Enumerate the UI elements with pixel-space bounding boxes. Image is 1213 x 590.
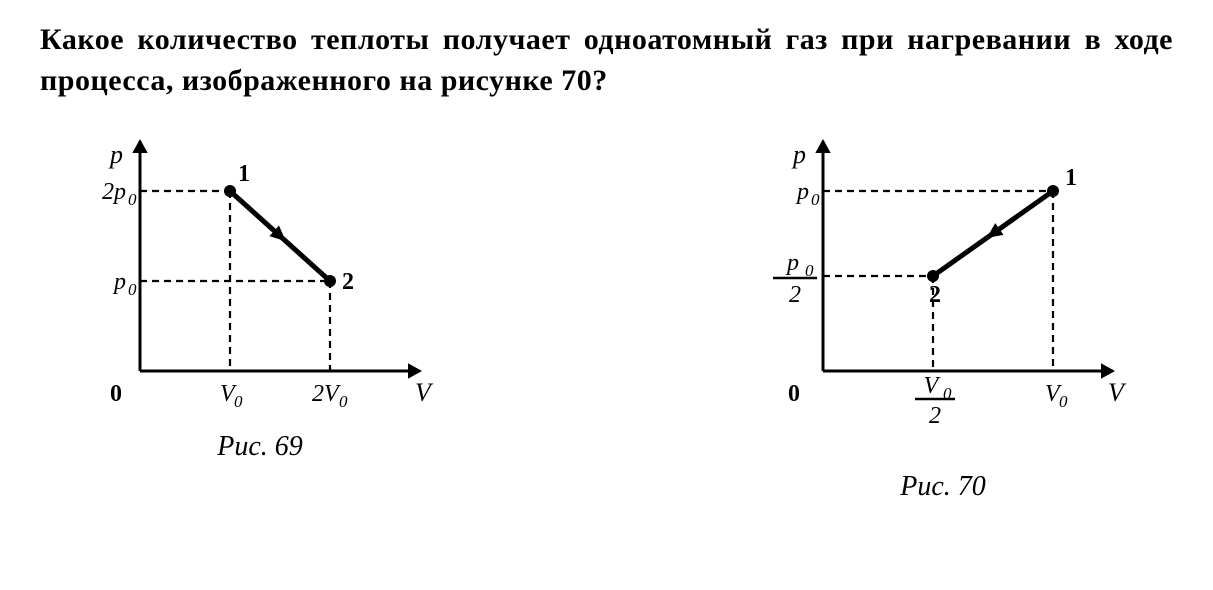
svg-text:0: 0 xyxy=(811,190,820,209)
svg-text:V: V xyxy=(415,378,434,407)
svg-text:0: 0 xyxy=(110,381,122,407)
svg-text:0: 0 xyxy=(128,190,137,209)
svg-text:V: V xyxy=(1108,378,1127,407)
svg-text:0: 0 xyxy=(128,280,137,299)
svg-text:2p: 2p xyxy=(102,179,126,205)
chart-70: pV012p0p02V02V0 xyxy=(733,121,1153,461)
svg-text:2: 2 xyxy=(929,282,941,308)
chart-69: pV0122p0p0V02V0 xyxy=(60,121,460,421)
svg-text:0: 0 xyxy=(234,392,243,411)
question-text: Какое количество теплоты получает одноат… xyxy=(40,20,1173,101)
figure-69: pV0122p0p0V02V0 Рис. 69 xyxy=(60,121,460,463)
svg-text:p: p xyxy=(112,269,126,295)
svg-text:p: p xyxy=(791,140,806,169)
svg-text:2: 2 xyxy=(789,282,801,308)
svg-text:1: 1 xyxy=(238,161,250,187)
figures-row: pV0122p0p0V02V0 Рис. 69 pV012p0p02V02V0 … xyxy=(40,121,1173,503)
caption-70: Рис. 70 xyxy=(900,471,986,503)
svg-text:p: p xyxy=(795,179,809,205)
svg-text:p: p xyxy=(108,140,123,169)
caption-69: Рис. 69 xyxy=(217,431,303,463)
svg-text:2: 2 xyxy=(342,269,354,295)
svg-text:2V: 2V xyxy=(312,381,341,407)
svg-text:1: 1 xyxy=(1065,165,1077,191)
page-root: Какое количество теплоты получает одноат… xyxy=(0,0,1213,590)
svg-text:0: 0 xyxy=(788,381,800,407)
figure-70: pV012p0p02V02V0 Рис. 70 xyxy=(733,121,1153,503)
svg-text:p: p xyxy=(785,250,799,276)
svg-text:0: 0 xyxy=(1059,392,1068,411)
svg-text:V: V xyxy=(924,373,941,399)
svg-text:0: 0 xyxy=(339,392,348,411)
svg-text:2: 2 xyxy=(929,403,941,429)
